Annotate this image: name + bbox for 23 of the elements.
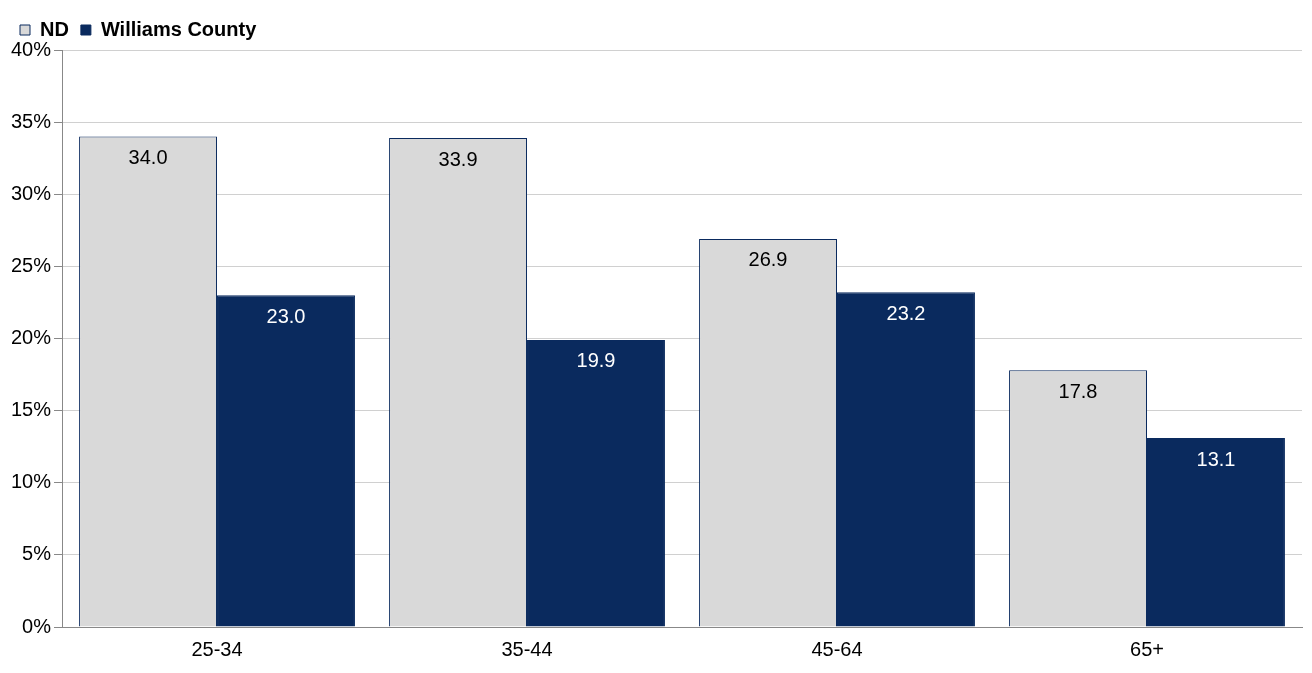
- y-tick-label: 20%: [11, 326, 52, 349]
- x-tick-label: 45-64: [811, 637, 863, 660]
- y-tick-label: 35%: [11, 109, 52, 132]
- data-label: 23.2: [886, 301, 926, 324]
- data-label: 33.9: [438, 147, 478, 170]
- legend-label: ND: [40, 17, 69, 40]
- data-label: 34.0: [128, 146, 168, 169]
- x-tick-label: 25-34: [191, 637, 243, 660]
- y-tick-label: 15%: [11, 398, 52, 421]
- legend-label: Williams County: [100, 17, 258, 40]
- y-tick-label: 5%: [22, 542, 52, 565]
- y-tick-label: 10%: [11, 470, 52, 493]
- y-tick-label: 25%: [11, 253, 52, 276]
- data-label: 13.1: [1196, 447, 1236, 470]
- x-tick-label: 35-44: [501, 637, 553, 660]
- x-tick-label: 65+: [1130, 637, 1164, 660]
- data-label: 23.0: [266, 304, 306, 327]
- data-label: 26.9: [748, 248, 788, 271]
- y-tick-label: 0%: [22, 614, 52, 637]
- data-label: 17.8: [1058, 379, 1098, 402]
- y-tick-label: 40%: [11, 37, 52, 60]
- y-tick-label: 30%: [11, 181, 52, 204]
- data-label: 19.9: [576, 349, 616, 372]
